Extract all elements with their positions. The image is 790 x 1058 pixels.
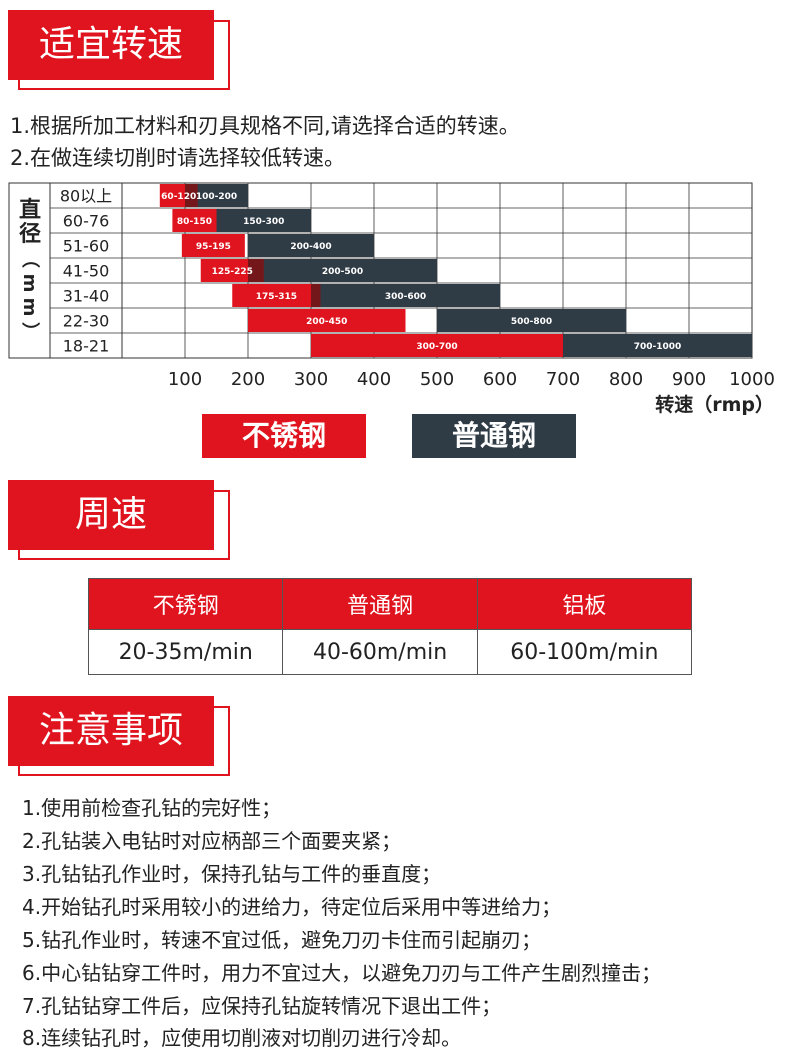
- bar-label-stainless: 300-700: [416, 342, 457, 352]
- title-frame: [18, 490, 230, 560]
- bar-overlap: [311, 284, 321, 307]
- bar-label-stainless: 80-150: [177, 217, 212, 227]
- bar-carbon-steel: [248, 234, 374, 257]
- bar-label-stainless: 200-450: [306, 317, 347, 327]
- legend-stainless: 不锈钢: [202, 414, 366, 458]
- section-title-surface-speed: 周速: [8, 480, 230, 560]
- table-cell: 60-100m/min: [476, 629, 693, 675]
- table-header-cell: 普通钢: [282, 578, 478, 630]
- title-frame: [18, 20, 230, 90]
- table-header-row: 不锈钢 普通钢 铝板: [87, 578, 693, 630]
- bar-stainless-steel: [232, 284, 321, 307]
- bar-overlap: [185, 184, 198, 207]
- bar-carbon-steel: [216, 209, 311, 232]
- x-tick-label: 300: [294, 369, 328, 390]
- bar-overlap: [248, 259, 264, 282]
- bar-label-carbon: 300-600: [385, 292, 426, 302]
- y-axis-title-char: ）: [19, 322, 40, 340]
- x-axis-title: 转速（rmp）: [655, 393, 774, 415]
- intro-note-1: 1.根据所加工材料和刃具规格不同,请选择合适的转速。: [10, 114, 520, 138]
- y-axis-title-char: m: [19, 298, 40, 317]
- bar-label-carbon: 200-400: [290, 242, 331, 252]
- bar-carbon-steel: [311, 284, 500, 307]
- caution-item: 4.开始钻孔时采用较小的进给力，待定位后采用中等进给力；: [22, 895, 562, 919]
- bar-label-carbon: 700-1000: [634, 342, 682, 352]
- caution-item: 8.连续钻孔时，应使用切削液对切削刃进行冷却。: [22, 1026, 462, 1050]
- x-tick-label: 400: [357, 369, 391, 390]
- bar-label-stainless: 175-315: [256, 292, 297, 302]
- y-category-label: 51-60: [63, 237, 110, 256]
- x-tick-label: 600: [483, 369, 517, 390]
- table-row: 20-35m/min 40-60m/min 60-100m/min: [87, 629, 693, 675]
- x-tick-label: 700: [546, 369, 580, 390]
- intro-note-2: 2.在做连续切削时请选择较低转速。: [10, 146, 346, 170]
- y-axis-title-char: 径: [19, 221, 41, 247]
- bar-label-carbon: 100-200: [196, 192, 237, 202]
- bar-stainless-steel: [172, 209, 217, 232]
- y-category-label: 60-76: [63, 212, 110, 231]
- x-tick-label: 200: [231, 369, 265, 390]
- table-header-cell: 铝板: [476, 578, 693, 630]
- x-tick-label: 500: [420, 369, 454, 390]
- bar-label-stainless: 125-225: [212, 267, 253, 277]
- surface-speed-table: 不锈钢 普通钢 铝板 20-35m/min 40-60m/min 60-100m…: [87, 578, 693, 675]
- bar-label-carbon: 200-500: [322, 267, 363, 277]
- bar-stainless-steel: [181, 234, 245, 257]
- bar-label-carbon: 150-300: [243, 217, 284, 227]
- y-category-label: 31-40: [63, 287, 110, 306]
- x-tick-label: 100: [168, 369, 202, 390]
- legend-carbon: 普通钢: [412, 414, 576, 458]
- x-tick-label: 1000: [729, 369, 775, 390]
- caution-item: 7.孔钻钻穿工件后，应保持孔钻旋转情况下退出工件；: [22, 994, 502, 1018]
- section-title-speed: 适宜转速: [8, 10, 230, 90]
- x-tick-label: 800: [609, 369, 643, 390]
- caution-item: 5.钻孔作业时，转速不宜过低，避免刀刃卡住而引起崩刃；: [22, 928, 542, 952]
- section-title-text: 注意事项: [38, 710, 183, 751]
- title-frame: [18, 706, 230, 776]
- speed-range-chart: 60-120 100-200 80以上 80-150 150-300 60-76 95-19…: [8, 182, 775, 415]
- section-title-cautions: 注意事项: [8, 696, 230, 776]
- bar-label-stainless: 95-195: [196, 242, 231, 252]
- bar-carbon-steel: [563, 334, 752, 357]
- table-cell: 20-35m/min: [87, 629, 284, 675]
- caution-item: 1.使用前检查孔钻的完好性；: [22, 796, 282, 820]
- bar-label-carbon: 500-800: [511, 317, 552, 327]
- caution-item: 3.孔钻钻孔作业时，保持孔钻与工件的垂直度；: [22, 862, 442, 886]
- bar-label-stainless: 60-120: [161, 192, 196, 202]
- table-cell: 40-60m/min: [282, 629, 478, 675]
- x-tick-label: 900: [672, 369, 706, 390]
- section-title-text: 适宜转速: [38, 24, 183, 65]
- caution-item: 6.中心钻钻穿工件时，用力不宜过大，以避免刀刃与工件产生剧烈撞击；: [22, 961, 662, 985]
- y-axis-title-char: 直: [19, 197, 41, 223]
- bar-carbon-steel: [248, 259, 437, 282]
- table-header-cell: 不锈钢: [87, 578, 284, 630]
- bar-carbon-steel: [185, 184, 248, 207]
- caution-item: 2.孔钻装入电钻时对应柄部三个面要夹紧；: [22, 829, 402, 853]
- bar-stainless-steel: [311, 334, 563, 357]
- bar-stainless-steel: [248, 309, 406, 332]
- bar-carbon-steel: [437, 309, 626, 332]
- y-axis-title-char: m: [19, 274, 40, 293]
- section-title-text: 周速: [74, 494, 147, 535]
- y-category-label: 22-30: [63, 312, 110, 331]
- y-category-label: 41-50: [63, 262, 110, 281]
- y-category-label: 80以上: [60, 187, 112, 206]
- y-axis-title-char: （: [19, 250, 40, 268]
- y-category-label: 18-21: [63, 337, 110, 356]
